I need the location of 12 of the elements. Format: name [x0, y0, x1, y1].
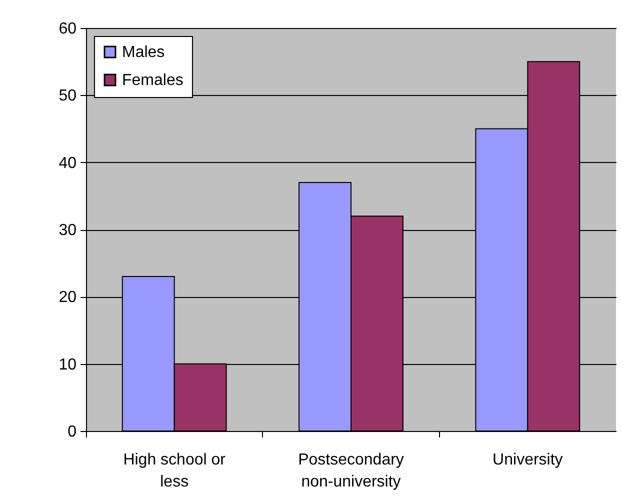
x-tick-label: Postsecondary non-university [298, 452, 404, 490]
x-tick-label: High school or less [123, 452, 226, 490]
y-tick-label: 60 [58, 20, 77, 38]
y-tick-label: 0 [68, 424, 77, 440]
y-tick-label: 50 [58, 88, 77, 105]
y-tick-label: 40 [58, 154, 77, 172]
y-tick-label: 20 [58, 289, 77, 306]
y-tick-label: 30 [58, 222, 77, 239]
legend-label: Females [122, 72, 184, 89]
y-tick-label: 10 [58, 356, 77, 374]
legend-label: Males [122, 44, 165, 61]
x-tick-label: University [492, 452, 563, 468]
